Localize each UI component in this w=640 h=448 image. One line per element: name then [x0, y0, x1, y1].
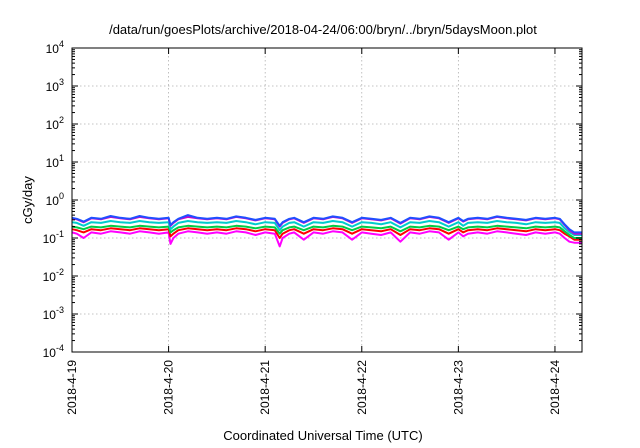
- x-tick-label: 2018-4-19: [65, 360, 79, 415]
- x-tick-label: 2018-4-21: [258, 360, 272, 415]
- y-tick-label: 104: [46, 39, 64, 56]
- x-tick-label: 2018-4-20: [162, 360, 176, 415]
- series-layer: [71, 214, 582, 248]
- y-tick-label: 10-4: [43, 343, 64, 360]
- series-line-3: [71, 224, 582, 239]
- series-line-2: [71, 227, 582, 241]
- y-tick-label: 102: [46, 115, 64, 132]
- series-line-6: [71, 214, 582, 234]
- y-tick-label: 103: [46, 77, 64, 94]
- series-line-5: [71, 215, 582, 235]
- chart-title: /data/run/goesPlots/archive/2018-04-24/0…: [109, 22, 537, 37]
- y-axis-label: cGy/day: [20, 176, 35, 224]
- y-tick-label: 101: [46, 153, 64, 170]
- y-tick-label: 10-2: [43, 267, 64, 284]
- grid: [72, 48, 582, 352]
- x-axis: 2018-4-19 2018-4-20 2018-4-21 2018-4-22 2018…: [65, 48, 562, 415]
- y-tick-label: 10-3: [43, 305, 64, 322]
- x-tick-label: 2018-4-23: [451, 360, 465, 415]
- x-axis-label: Coordinated Universal Time (UTC): [223, 428, 422, 443]
- series-line-4: [71, 220, 582, 236]
- y-axis: 10-4 10-3 10-2 10-1 100 101 102 103 104: [43, 39, 582, 360]
- y-tick-label: 10-1: [43, 229, 64, 246]
- y-tick-label: 100: [46, 191, 64, 208]
- x-tick-label: 2018-4-24: [548, 360, 562, 415]
- series-line-1: [71, 230, 582, 248]
- x-tick-label: 2018-4-22: [355, 360, 369, 415]
